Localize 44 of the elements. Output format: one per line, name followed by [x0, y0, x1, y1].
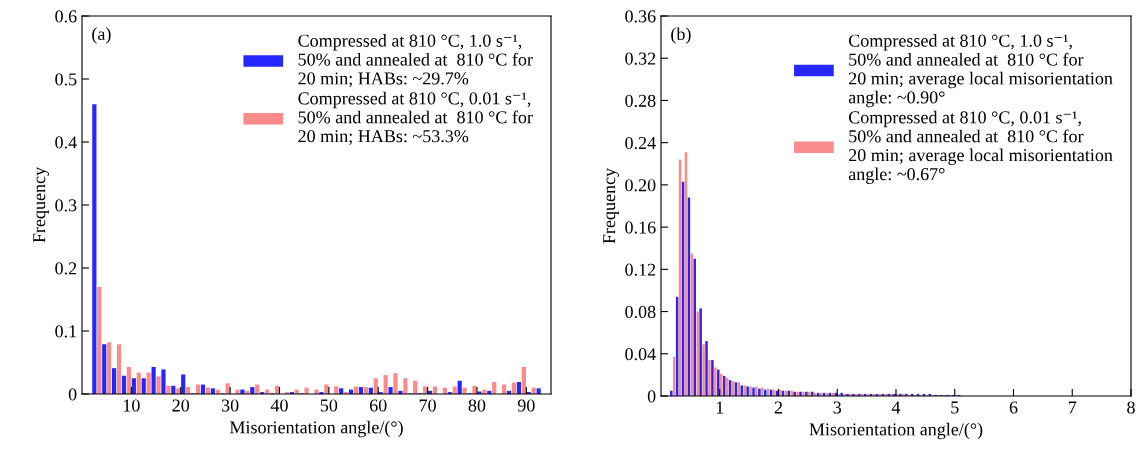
x-tick-label: 3: [833, 401, 842, 414]
x-tick-label: 6: [1009, 401, 1018, 414]
x-tick-label: 8: [1127, 401, 1135, 414]
x-tick-label: 60: [369, 399, 387, 412]
y-tick-label: 0: [68, 388, 77, 401]
y-tick-label: 0.6: [55, 10, 77, 23]
legend-label: Compressed at 810 °C, 0.01 s⁻¹, 50% and annealed at 810 °C for 20 min; average local misorientation angle: ~0.67°: [848, 110, 1113, 184]
y-tick-label: 0.24: [625, 136, 656, 150]
x-tick-label: 50: [320, 399, 338, 412]
x-tick-label: 70: [419, 399, 436, 412]
x-axis-title: Misorientation angle/(°): [809, 422, 983, 440]
legend-label: Compressed at 810 °C, 1.0 s⁻¹, 50% and annealed at 810 °C for 20 min; average local misorientation angle: ~0.90°: [848, 34, 1113, 108]
x-tick-label: 20: [172, 399, 190, 412]
x-tick-label: 90: [517, 399, 535, 412]
y-tick-label: 0.04: [625, 348, 656, 361]
x-tick-label: 7: [1068, 401, 1077, 414]
y-tick-label: 0.4: [55, 136, 77, 149]
y-tick-label: 0.20: [625, 179, 656, 192]
x-tick-label: 5: [951, 401, 959, 414]
y-tick-label: 0.08: [625, 305, 656, 319]
x-tick-label: 4: [891, 401, 901, 414]
y-tick-label: 0.16: [625, 221, 656, 234]
y-tick-label: 0.5: [55, 73, 77, 86]
y-tick-label: 0.1: [55, 325, 77, 338]
y-tick-label: 0.3: [55, 199, 77, 212]
x-tick-label: 1: [716, 401, 724, 414]
y-axis-title: Frequency: [33, 166, 50, 243]
y-tick-label: 0: [647, 390, 656, 403]
y-tick-label: 0.28: [625, 94, 656, 107]
y-tick-label: 0.32: [625, 52, 656, 65]
legend-label: Compressed at 810 °C, 0.01 s⁻¹, 50% and annealed at 810 °C for 20 min; HABs: ~53.3%: [298, 91, 533, 145]
annotation: (b): [671, 27, 691, 44]
x-tick-label: 30: [221, 399, 239, 412]
x-tick-label: 2: [774, 401, 783, 414]
y-tick-label: 0.2: [55, 262, 77, 275]
y-axis-title: Frequency: [603, 167, 619, 244]
x-axis-title: Misorientation angle/(°): [229, 420, 403, 438]
x-tick-label: 80: [468, 399, 486, 412]
x-tick-label: 40: [270, 399, 288, 412]
x-tick-label: 10: [123, 399, 140, 412]
y-tick-label: 0.12: [625, 263, 656, 276]
y-tick-label: 0.36: [625, 10, 656, 23]
annotation: (a): [92, 27, 111, 44]
legend-label: Compressed at 810 °C, 1.0 s⁻¹, 50% and annealed at 810 °C for 20 min; HABs: ~29.7%: [298, 34, 533, 88]
